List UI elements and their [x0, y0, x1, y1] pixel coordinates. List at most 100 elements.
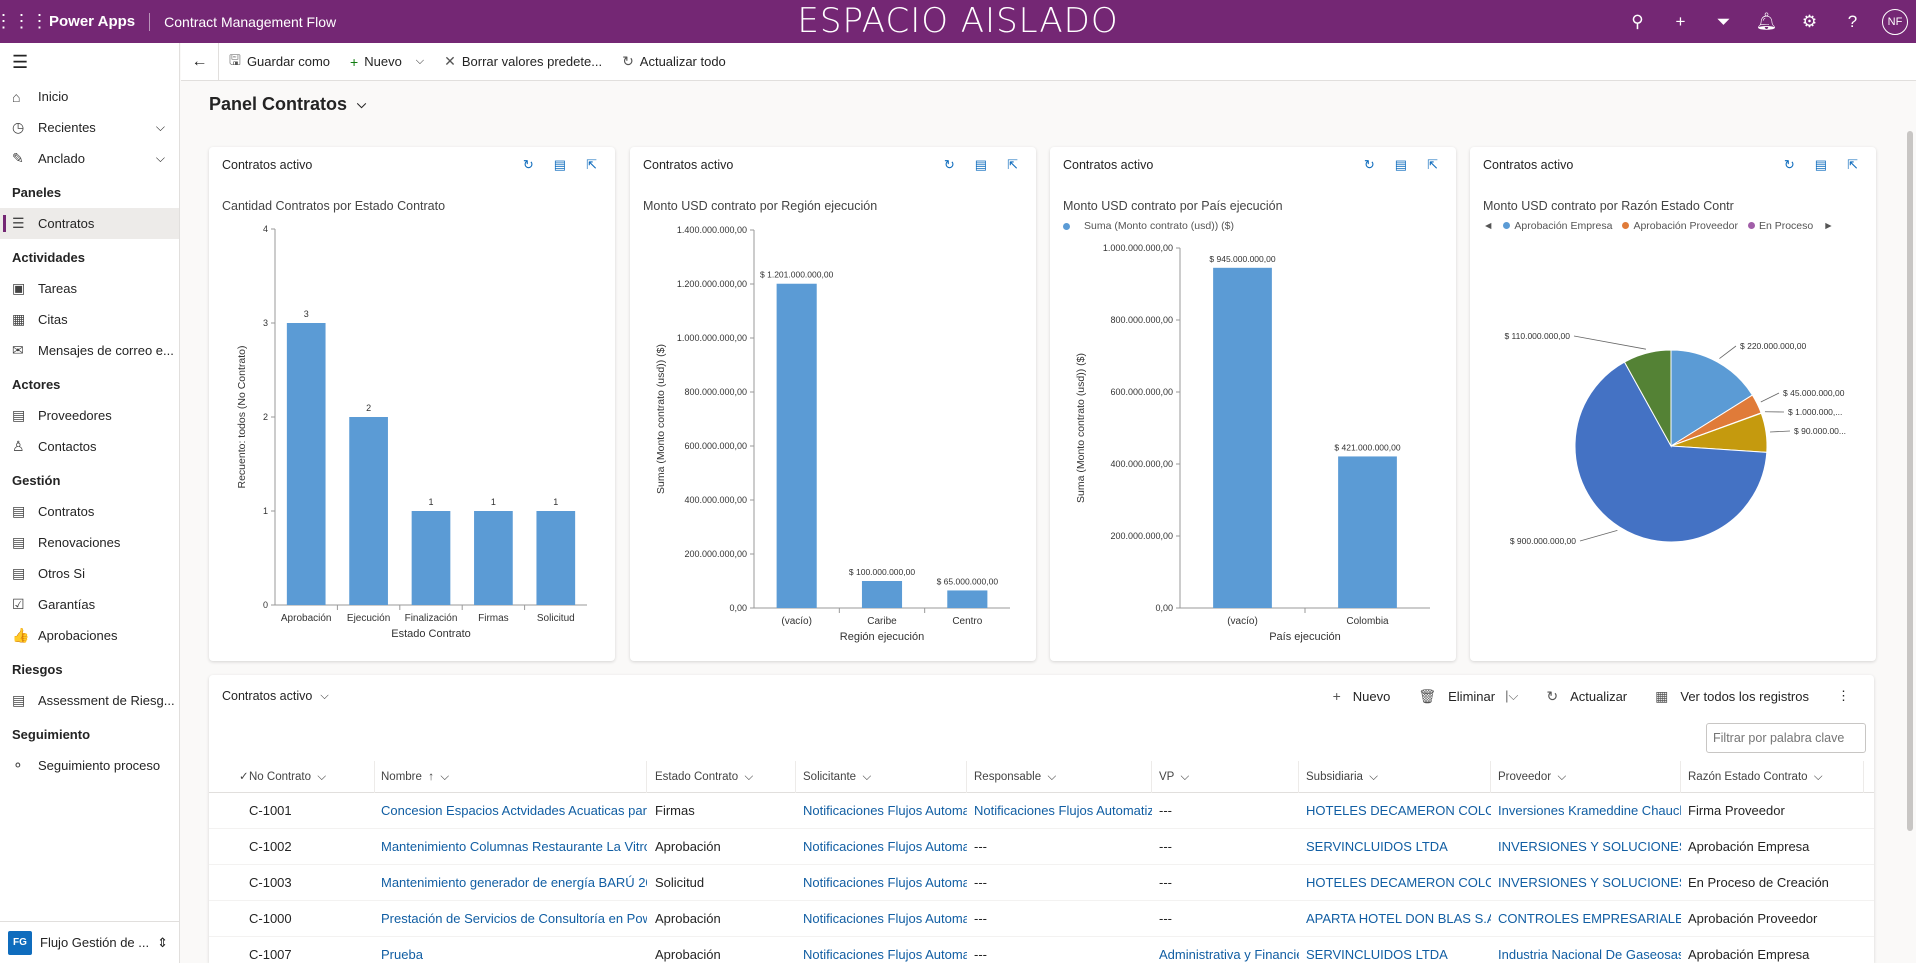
- app-name[interactable]: Contract Management Flow: [164, 13, 337, 30]
- pie-slice[interactable]: [1623, 349, 1672, 448]
- sidebar-item-3-2[interactable]: ▤ Otros Si: [0, 558, 179, 589]
- refresh-all-button[interactable]: ↻ Actualizar todo: [622, 53, 726, 69]
- sidebar-item-1-1[interactable]: ▦ Citas: [0, 304, 179, 335]
- brand[interactable]: Power Apps: [43, 12, 151, 31]
- column-header[interactable]: Responsable ⌵: [970, 761, 1152, 793]
- sidebar-item-0[interactable]: ⌂ Inicio: [0, 81, 179, 112]
- column-header[interactable]: Nombre ↑ ⌵: [377, 761, 647, 793]
- table-row[interactable]: C-1001 Concesion Espacios Actvidades Acua…: [209, 793, 1874, 829]
- export-icon[interactable]: ▤: [1814, 157, 1828, 172]
- chevron-down-icon[interactable]: ⌵: [155, 151, 165, 165]
- help-icon[interactable]: ?: [1847, 11, 1858, 31]
- grid-delete-button[interactable]: 🗑︎ Eliminar |⌵: [1418, 687, 1519, 704]
- grid-refresh-button[interactable]: ↻ Actualizar: [1546, 687, 1628, 704]
- table-cell[interactable]: Notificaciones Flujos Automat: [803, 911, 967, 926]
- table-cell[interactable]: SERVINCLUIDOS LTDA: [1306, 947, 1448, 962]
- pie-slice[interactable]: [1670, 349, 1754, 447]
- filter-input[interactable]: [1706, 723, 1866, 753]
- expand-icon[interactable]: ⇱: [1007, 157, 1018, 172]
- sidebar-item-4-0[interactable]: ▤ Assessment de Riesg...: [0, 685, 179, 716]
- export-icon[interactable]: ▤: [553, 157, 567, 172]
- bell-icon[interactable]: 🔔︎: [1755, 11, 1778, 31]
- table-cell[interactable]: SERVINCLUIDOS LTDA: [1306, 839, 1448, 854]
- expand-icon[interactable]: ⇱: [1427, 157, 1438, 172]
- refresh-icon[interactable]: ↻: [1783, 157, 1795, 172]
- table-cell[interactable]: HOTELES DECAMERON COLOME: [1306, 803, 1491, 818]
- view-selector[interactable]: Contratos activo: [222, 689, 313, 703]
- refresh-icon[interactable]: ↻: [1363, 157, 1375, 172]
- sidebar-item-2[interactable]: ✎ Anclado ⌵: [0, 143, 179, 174]
- sidebar-item-2-0[interactable]: ▤ Proveedores: [0, 400, 179, 431]
- table-cell[interactable]: Notificaciones Flujos Automat: [803, 875, 967, 890]
- export-icon[interactable]: ▤: [974, 157, 988, 172]
- refresh-icon[interactable]: ↻: [943, 157, 955, 172]
- sidebar-item-1-2[interactable]: ✉ Mensajes de correo e...: [0, 335, 179, 366]
- save-as-button[interactable]: 🖫︎ Guardar como: [219, 43, 340, 81]
- table-row[interactable]: C-1003 Mantenimiento generador de energía…: [209, 865, 1874, 901]
- column-header[interactable]: Subsidiaria ⌵: [1302, 761, 1491, 793]
- sidebar-item-0-0[interactable]: ☰ Contratos: [0, 208, 179, 239]
- refresh-icon[interactable]: ↻: [522, 157, 534, 172]
- table-cell[interactable]: Notificaciones Flujos Automat: [803, 947, 967, 962]
- sidebar-item-3-4[interactable]: 👍 Aprobaciones: [0, 620, 179, 651]
- dashboard-selector[interactable]: Panel Contratos ⌵: [209, 94, 366, 115]
- export-icon[interactable]: ▤: [1394, 157, 1408, 172]
- table-cell[interactable]: HOTELES DECAMERON COLOME: [1306, 875, 1491, 890]
- sidebar-item-2-1[interactable]: ♙ Contactos: [0, 431, 179, 462]
- chevron-down-icon[interactable]: ⌵: [155, 120, 165, 134]
- sidebar-item-3-0[interactable]: ▤ Contratos: [0, 496, 179, 527]
- expand-icon[interactable]: ⇱: [586, 157, 597, 172]
- sidebar-item-3-1[interactable]: ▤ Renovaciones: [0, 527, 179, 558]
- table-cell[interactable]: INVERSIONES Y SOLUCIONES DE: [1498, 839, 1681, 854]
- expand-icon[interactable]: ⇱: [1847, 157, 1858, 172]
- avatar[interactable]: NF: [1882, 8, 1908, 35]
- bar[interactable]: [776, 283, 817, 608]
- column-header[interactable]: Razón Estado Contrato ⌵: [1684, 761, 1864, 793]
- scrollbar-thumb[interactable]: [1907, 131, 1913, 831]
- sidebar-item-1[interactable]: ◷ Recientes ⌵: [0, 112, 179, 143]
- table-cell[interactable]: Mantenimiento Columnas Restaurante La Vi…: [381, 839, 647, 854]
- page-scrollbar[interactable]: [1904, 81, 1916, 963]
- gear-icon[interactable]: ⚙: [1801, 11, 1818, 31]
- legend-prev-icon[interactable]: ◄: [1483, 220, 1494, 232]
- bar[interactable]: [349, 417, 388, 605]
- table-cell[interactable]: Industria Nacional De Gaseosas S: [1498, 947, 1681, 962]
- table-cell[interactable]: INVERSIONES Y SOLUCIONES DE: [1498, 875, 1681, 890]
- sidebar-item-5-0[interactable]: ⚬ Seguimiento proceso: [0, 750, 179, 781]
- column-header[interactable]: VP ⌵: [1155, 761, 1299, 793]
- table-cell[interactable]: Prueba: [381, 947, 423, 962]
- more-icon[interactable]: ⋮: [1837, 688, 1850, 703]
- table-cell[interactable]: Mantenimiento generador de energía BARÚ …: [381, 875, 647, 890]
- chevron-down-icon[interactable]: ⌵: [320, 689, 329, 702]
- plus-icon[interactable]: +: [1675, 11, 1686, 31]
- table-row[interactable]: C-1007 Prueba Aprobación Notificaciones Flu…: [209, 937, 1874, 963]
- bar[interactable]: [411, 511, 451, 605]
- hamburger-icon[interactable]: ☰: [12, 51, 29, 72]
- table-cell[interactable]: Notificaciones Flujos Automat: [803, 839, 967, 854]
- table-cell[interactable]: Notificaciones Flujos Automat: [803, 803, 967, 818]
- chevron-down-icon[interactable]: |⌵: [1505, 688, 1519, 703]
- table-cell[interactable]: Prestación de Servicios de Consultoría e…: [381, 911, 647, 926]
- column-header[interactable]: Estado Contrato ⌵: [651, 761, 796, 793]
- table-cell[interactable]: Administrativa y Financier: [1159, 947, 1299, 962]
- bar[interactable]: [947, 590, 988, 608]
- bar[interactable]: [286, 323, 326, 605]
- bar[interactable]: [474, 511, 513, 605]
- table-cell[interactable]: CONTROLES EMPRESARIALES: [1498, 911, 1681, 926]
- grid-new-button[interactable]: + Nuevo: [1332, 688, 1391, 704]
- view-all-records-button[interactable]: ▦ Ver todos los registros: [1655, 687, 1809, 704]
- search-icon[interactable]: ⚲: [1631, 11, 1644, 31]
- column-header[interactable]: Proveedor ⌵: [1494, 761, 1681, 793]
- table-cell[interactable]: Concesion Espacios Actvidades Acuaticas …: [381, 803, 647, 818]
- table-row[interactable]: C-1002 Mantenimiento Columnas Restaurante…: [209, 829, 1874, 865]
- bar[interactable]: [1338, 456, 1397, 608]
- table-cell[interactable]: Notificaciones Flujos Automatiza: [974, 803, 1152, 818]
- legend-next-icon[interactable]: ►: [1823, 220, 1834, 232]
- chevron-down-icon[interactable]: ⌵: [415, 55, 425, 67]
- table-cell[interactable]: APARTA HOTEL DON BLAS S.A: [1306, 911, 1491, 926]
- sidebar-item-1-0[interactable]: ▣ Tareas: [0, 273, 179, 304]
- app-launcher-icon[interactable]: ⋮⋮⋮: [0, 11, 49, 31]
- filter-icon[interactable]: ⏷: [1716, 11, 1731, 31]
- column-header[interactable]: Solicitante ⌵: [799, 761, 967, 793]
- clear-defaults-button[interactable]: ✕ Borrar valores predete...: [444, 53, 603, 69]
